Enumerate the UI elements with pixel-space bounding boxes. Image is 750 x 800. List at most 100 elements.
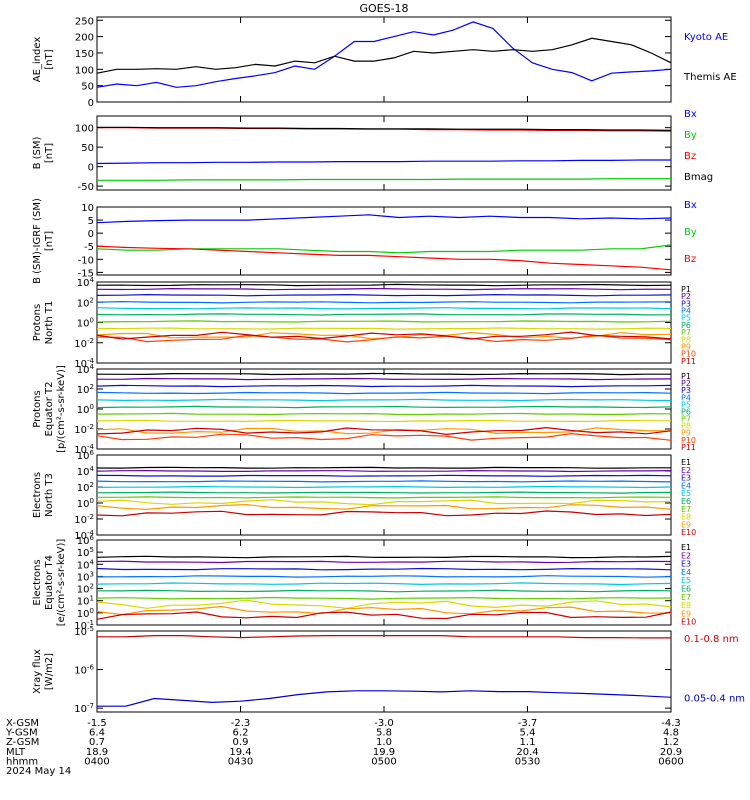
channel-label: P8 [681,335,691,344]
channel-line-e3 [96,567,672,571]
channel-label: E3 [681,560,691,569]
x-tick-label: -1.5 [87,718,107,729]
y-axis-label: [nT] [44,49,55,69]
channel-line-p3 [96,293,672,297]
channel-label: E4 [681,481,691,490]
channel-label: E6 [681,497,691,506]
x-tick-label: 6.2 [233,728,249,739]
channel-line-e7 [96,596,672,600]
y-axis-label: B (SM)-IGRF (SM) [32,198,43,284]
y-tick-label: 50 [81,82,94,93]
channel-line-p2 [96,287,672,291]
panel-4: 10-4 10-2 100 102 104 Protons North T1 P1P2P3P4… [32,276,696,370]
channel-label: E5 [681,489,691,498]
channel-line-e9 [96,503,672,511]
y-tick-label: 100 [77,317,94,330]
y-axis-label: [W/m2] [44,653,55,690]
channel-line-e6 [96,491,672,494]
x-tick-label: 6.4 [89,728,105,739]
y-tick-label: 5 [88,216,94,227]
channel-line-e10 [96,611,672,620]
channel-label: P9 [681,342,691,351]
y-tick-label: 104 [77,276,95,289]
channel-line-p10 [96,334,672,343]
x-tick-label: 18.9 [86,747,108,758]
legend-label: Bx [684,109,697,120]
y-tick-label: 10-2 [74,513,94,526]
series-line-0-05-0-4-nm [97,690,672,707]
x-row-label: X-GSM [6,718,39,729]
channel-label: P1 [681,372,691,381]
panel-frame [96,281,672,364]
y-axis-label: North T3 [44,473,55,517]
y-tick-label: 10 [81,203,94,214]
x-tick-label: 1.2 [663,737,679,748]
y-tick-label: 104 [77,465,95,478]
y-axis-label: North T1 [44,301,55,345]
y-tick-label: 106 [77,534,95,547]
channel-line-p1 [96,283,672,287]
panel-frame [96,539,672,626]
channel-label: P4 [681,393,691,402]
y-tick-label: 10-2 [74,337,94,350]
channel-line-p7 [96,320,672,323]
y-tick-label: 102 [77,383,94,396]
x-tick-label: 5.8 [376,728,392,739]
channel-label: E1 [681,543,691,552]
legend-label: Themis AE [683,72,737,83]
channel-line-p7 [96,412,672,416]
channel-label: E9 [681,609,691,618]
channel-line-p10 [96,432,672,441]
x-tick-label: 0400 [84,756,109,767]
channel-label: P10 [681,350,696,359]
x-tick-label: 1.1 [520,737,536,748]
legend-label: Bz [684,254,696,265]
channel-label: E1 [681,458,691,467]
channel-line-p4 [96,300,672,304]
channel-label: E4 [681,568,691,577]
y-axis-label: [e/(cm²-s-sr-keV)] [56,539,67,627]
channel-line-e7 [97,496,672,499]
y-tick-label: 200 [75,33,94,44]
channel-label: P6 [681,321,691,330]
series-line-0-1-0-8-nm [97,634,671,639]
x-tick-label: 0.9 [233,737,249,748]
y-tick-label: 10-6 [74,664,94,677]
channel-label: P5 [681,400,691,409]
channel-line-e2 [96,560,672,564]
legend-label: 0.05-0.4 nm [684,693,745,704]
legend-label: Bx [684,200,697,211]
x-row-label: MLT [6,747,26,758]
y-tick-label: -50 [78,182,94,193]
y-tick-label: -5 [84,242,94,253]
panel-5: 10-4 10-2 100 102 104 Protons Equator T2 [p/(cm… [32,363,696,456]
chart-title: GOES-18 [359,2,408,15]
y-axis-label: Equator T4 [44,555,55,610]
x-tick-label: -3.7 [518,718,538,729]
channel-label: E6 [681,585,691,594]
channel-label: E10 [681,528,696,537]
y-axis-label: AE_index [32,37,43,83]
series-line-themis-ae [96,37,672,74]
channel-line-p4 [96,391,672,395]
series-line-kyoto-ae [96,21,672,88]
channel-label: E9 [681,520,691,529]
series-line-bmag [97,126,672,131]
channel-label: P9 [681,429,691,438]
y-tick-label: 0 [88,229,94,240]
x-tick-label: 19.9 [373,747,395,758]
channel-label: P10 [681,436,696,445]
y-tick-label: -15 [78,268,94,279]
channel-line-e1 [96,555,672,559]
channel-line-p11 [96,331,672,340]
channel-line-e5 [96,485,672,489]
channel-line-p5 [96,398,672,402]
y-axis-label: Electrons [32,559,43,605]
x-row-label: Z-GSM [6,737,39,748]
channel-label: P2 [681,292,691,301]
y-axis-label: Protons [32,390,43,427]
channel-label: P4 [681,307,691,316]
y-tick-label: 106 [77,449,95,462]
channel-label: E2 [681,466,691,475]
